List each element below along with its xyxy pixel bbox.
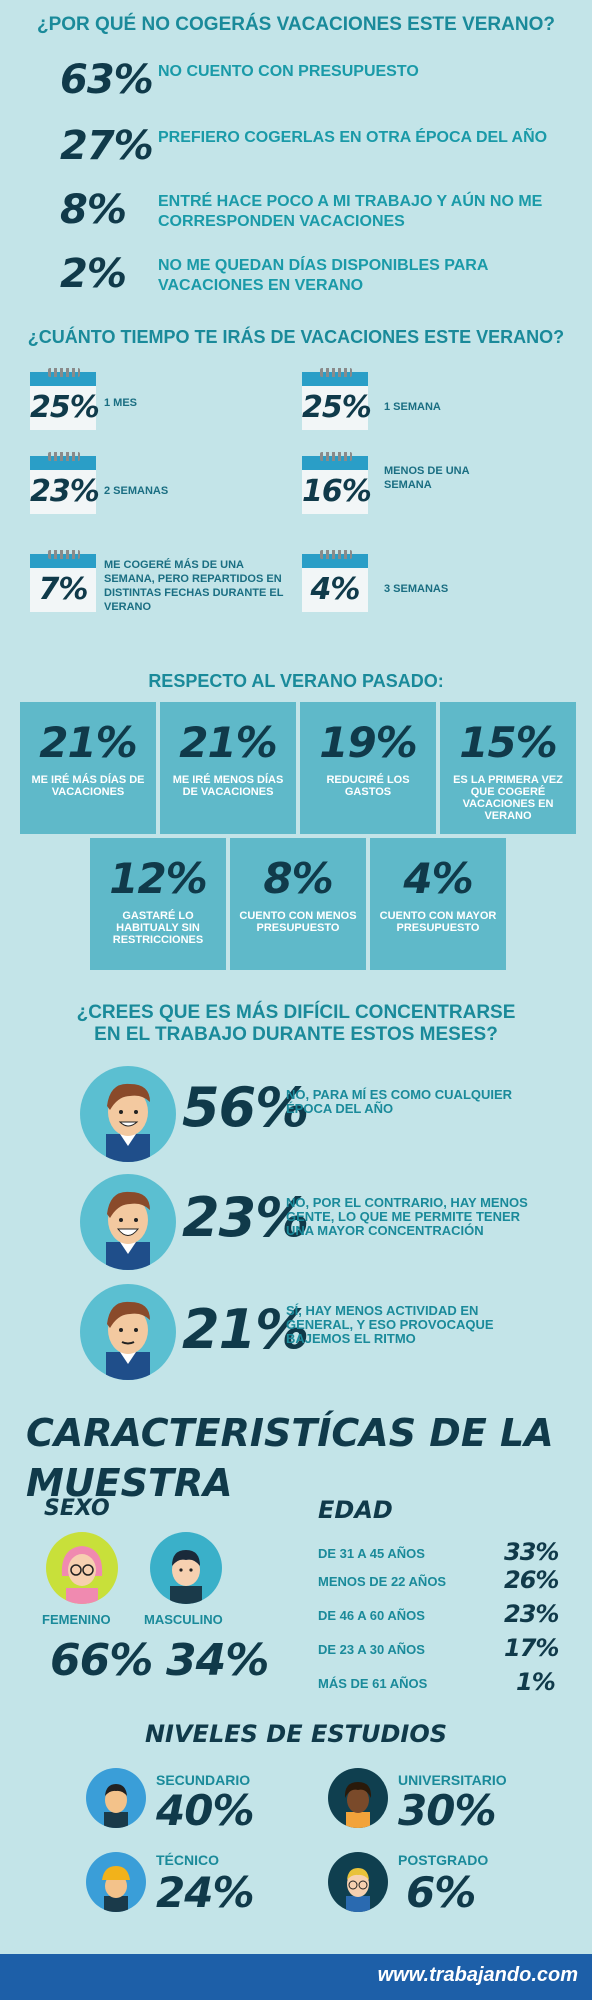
section-title-concentration-2: EN EL TRABAJO DURANTE ESTOS MESES?	[94, 1024, 498, 1045]
age-range-label: DE 46 A 60 AÑOS	[318, 1608, 425, 1623]
education-level-percent: 6%	[406, 1868, 476, 1917]
duration-label: MENOS DE UNA SEMANA	[384, 465, 470, 491]
comparison-box: 21% ME IRÉ MÁS DÍAS DE VACACIONES	[20, 702, 156, 834]
footer-bar: www.trabajando.com	[0, 1954, 592, 2000]
stat-percent: 8%	[60, 187, 127, 233]
section-title-concentration: ¿CREES QUE ES MÁS DIFÍCIL CONCENTRARSE	[76, 1002, 516, 1023]
age-range-percent: 33%	[504, 1538, 559, 1566]
stat-text: PREFIERO COGERLAS EN OTRA ÉPOCA DEL AÑO	[158, 129, 548, 146]
sample-characteristics-title: CARACTERISTÍCAS DE LA MUESTRA	[26, 1411, 554, 1505]
duration-label: 1 MES	[104, 397, 138, 409]
concentration-text: SÍ, HAY MENOS ACTIVIDAD EN GENERAL, Y ES…	[286, 1303, 494, 1346]
comparison-box: 8% CUENTO CON MENOS PRESUPUESTO	[230, 838, 366, 970]
graduate-avatar-icon	[328, 1768, 388, 1828]
concentration-text: NO, POR EL CONTRARIO, HAY MENOS GENTE, L…	[286, 1195, 528, 1238]
male-percent: 34%	[166, 1635, 269, 1686]
stat-row: 27% PREFIERO COGERLAS EN OTRA ÉPOCA DEL A…	[60, 122, 580, 172]
stat-row: 2% NO ME QUEDAN DÍAS DISPONIBLES PARA VAC…	[60, 250, 580, 300]
age-range-percent: 1%	[516, 1668, 556, 1696]
woman-avatar-icon	[46, 1532, 118, 1604]
sex-heading: SEXO	[44, 1496, 110, 1521]
education-level-label: POSTGRADO	[398, 1852, 489, 1868]
age-range-percent: 26%	[504, 1566, 559, 1594]
stat-percent: 63%	[60, 57, 154, 103]
education-level-label: UNIVERSITARIO	[398, 1772, 507, 1788]
man-avatar-icon	[80, 1066, 176, 1162]
concentration-percent: 23%	[182, 1186, 309, 1249]
postgraduate-avatar-icon	[328, 1852, 388, 1912]
student-avatar-icon	[86, 1768, 146, 1828]
duration-label: 2 SEMANAS	[104, 485, 169, 497]
stat-row: 8% ENTRÉ HACE POCO A MI TRABAJO Y AÚN NO …	[60, 186, 580, 236]
female-label: FEMENINO	[42, 1612, 111, 1627]
calendar-icon: 4%	[302, 550, 372, 614]
footer-website-link[interactable]: www.trabajando.com	[377, 1964, 578, 1986]
concentration-percent: 56%	[182, 1076, 309, 1139]
stat-text: ENTRÉ HACE POCO A MI TRABAJO Y AÚN NO ME…	[158, 193, 543, 230]
age-range-label: DE 23 A 30 AÑOS	[318, 1642, 425, 1657]
section-title-how-long: ¿CUÁNTO TIEMPO TE IRÁS DE VACACIONES EST…	[27, 327, 565, 347]
concentration-percent: 21%	[182, 1298, 309, 1361]
duration-label: 3 SEMANAS	[384, 583, 449, 595]
stat-row: 63% NO CUENTO CON PRESUPUESTO	[60, 56, 580, 106]
calendar-icon: 25%	[30, 368, 100, 432]
man-avatar-icon	[80, 1174, 176, 1270]
stat-text: NO CUENTO CON PRESUPUESTO	[158, 63, 419, 80]
age-range-label: MÁS DE 61 AÑOS	[318, 1676, 428, 1691]
comparison-box: 21% ME IRÉ MENOS DÍAS DE VACACIONES	[160, 702, 296, 834]
age-heading: EDAD	[318, 1496, 393, 1524]
section-title-vs-last-summer: RESPECTO AL VERANO PASADO:	[148, 671, 444, 691]
education-level-label: SECUNDARIO	[156, 1772, 251, 1788]
education-heading: NIVELES DE ESTUDIOS	[144, 1720, 448, 1748]
female-percent: 66%	[50, 1635, 153, 1686]
calendar-icon: 25%	[302, 368, 372, 432]
calendar-icon: 23%	[30, 452, 100, 516]
calendar-icon: 7%	[30, 550, 100, 614]
education-level-percent: 30%	[398, 1786, 497, 1835]
age-range-percent: 23%	[504, 1600, 559, 1628]
stat-percent: 2%	[60, 251, 127, 297]
man-avatar-icon	[80, 1284, 176, 1380]
age-range-percent: 17%	[504, 1634, 559, 1662]
duration-label: 1 SEMANA	[384, 401, 441, 413]
technician-avatar-icon	[86, 1852, 146, 1912]
education-level-percent: 40%	[156, 1786, 255, 1835]
section-title-why-no-vacation: ¿POR QUÉ NO COGERÁS VACACIONES ESTE VERA…	[37, 14, 555, 35]
man-avatar-icon	[150, 1532, 222, 1604]
stat-text: NO ME QUEDAN DÍAS DISPONIBLES PARA VACAC…	[158, 257, 488, 294]
comparison-box: 15% ES LA PRIMERA VEZ QUE COGERÉ VACACION…	[440, 702, 576, 834]
comparison-box: 12% GASTARÉ LO HABITUALY SIN RESTRICCIONE…	[90, 838, 226, 970]
comparison-box: 4% CUENTO CON MAYOR PRESUPUESTO	[370, 838, 506, 970]
male-label: MASCULINO	[144, 1612, 223, 1627]
calendar-icon: 16%	[302, 452, 372, 516]
education-level-percent: 24%	[156, 1868, 255, 1917]
concentration-text: NO, PARA MÍ ES COMO CUALQUIER ÉPOCA DEL …	[286, 1087, 513, 1116]
duration-label: ME COGERÉ MÁS DE UNA SEMANA, PERO REPART…	[104, 559, 284, 613]
age-range-label: DE 31 A 45 AÑOS	[318, 1546, 425, 1561]
comparison-box: 19% REDUCIRÉ LOS GASTOS	[300, 702, 436, 834]
education-level-label: TÉCNICO	[156, 1852, 219, 1868]
stat-percent: 27%	[60, 123, 154, 169]
age-range-label: MENOS DE 22 AÑOS	[318, 1574, 447, 1589]
